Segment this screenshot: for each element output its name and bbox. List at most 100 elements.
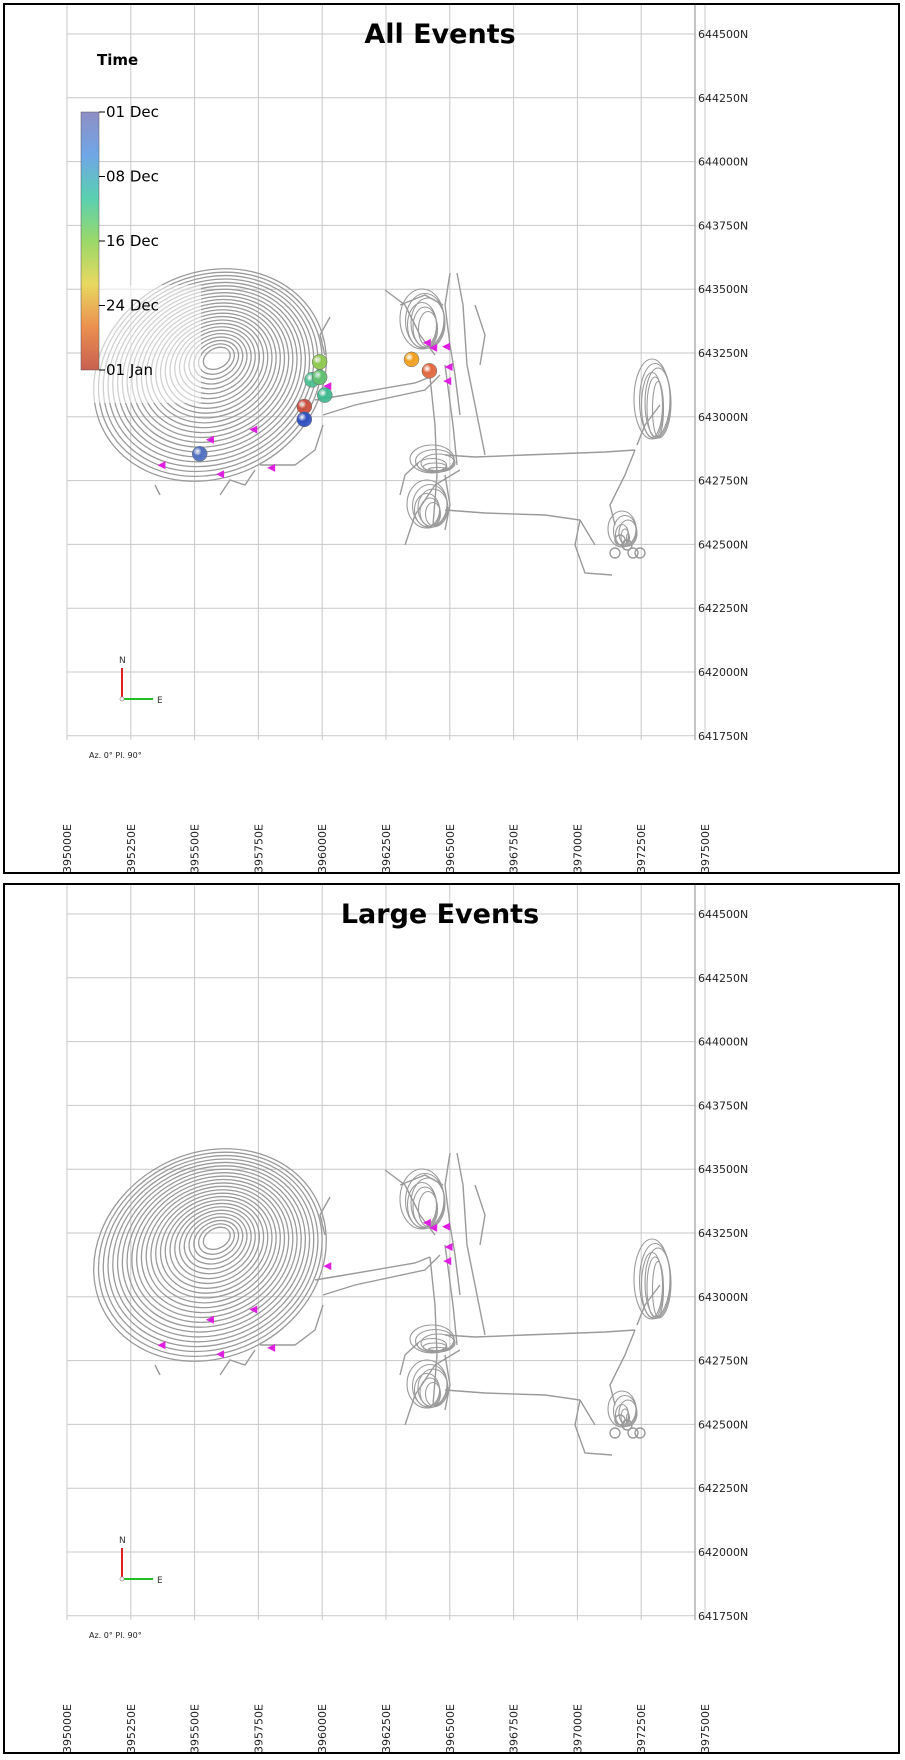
northing-label: 642500N: [698, 538, 748, 551]
northing-label: 644250N: [698, 92, 748, 105]
underground-drive: [574, 1399, 613, 1456]
station-marker: [249, 1305, 258, 1314]
station-marker: [441, 1222, 450, 1231]
underground-drive: [322, 374, 441, 416]
stope-zone: [644, 1247, 672, 1319]
pit-bench: [140, 1182, 286, 1314]
stope-zone: [422, 462, 448, 472]
colorbar-tick-label: 08 Dec: [106, 168, 159, 186]
underground-drive: [314, 1256, 431, 1281]
pit-bench: [159, 1195, 269, 1294]
view-orientation: Az. 0° Pl. 90°: [89, 1631, 142, 1640]
easting-label: 395500E: [189, 824, 202, 873]
pit-bench: [112, 1161, 311, 1343]
station-marker: [443, 1257, 452, 1266]
easting-label: 396000E: [316, 824, 329, 873]
event-sphere: [296, 411, 313, 428]
pit-bench: [183, 1213, 248, 1270]
pit-bench: [178, 1209, 252, 1275]
shaft-feature: [627, 1427, 639, 1439]
station-marker: [429, 1223, 438, 1232]
pit-bench: [202, 1226, 231, 1251]
pit-bench: [150, 1189, 277, 1304]
stope-zone: [651, 380, 665, 438]
pit-bench: [169, 1202, 261, 1285]
pit-bench: [193, 1219, 240, 1260]
shaft-feature: [627, 547, 639, 559]
legend-backdrop: [85, 285, 201, 403]
stope-zone: [618, 1399, 638, 1427]
event-sphere: [317, 387, 333, 403]
northing-label: 642000N: [698, 666, 748, 679]
pit-bench: [93, 1148, 327, 1362]
stope-zone: [420, 453, 456, 473]
open-pit: [93, 1148, 327, 1362]
colorbar-tick-label: 24 Dec: [106, 297, 159, 315]
underground-drive: [319, 1196, 331, 1236]
easting-label: 396500E: [444, 1704, 457, 1753]
station-marker: [157, 461, 166, 470]
station-marker: [205, 435, 214, 444]
station-marker: [267, 463, 276, 472]
map-grid: [66, 885, 706, 1620]
stope-zone: [410, 1177, 446, 1229]
axis-origin: [119, 1576, 125, 1582]
event-sphere: [421, 363, 438, 379]
plan-view-map: 644500N 644250N 644000N 643750N 643500N 64325…: [61, 5, 748, 873]
stope-zone: [410, 297, 446, 349]
pit-bench: [197, 1223, 235, 1255]
easting-label: 397000E: [571, 1704, 584, 1753]
station-marker: [323, 382, 332, 391]
station-marker: [422, 338, 431, 347]
underground-drive: [444, 1152, 461, 1296]
northing-label: 644250N: [698, 972, 748, 985]
pit-bench: [202, 346, 231, 371]
pit-bench: [174, 1206, 256, 1280]
northing-label: 643500N: [698, 1163, 748, 1176]
easting-label: 396750E: [508, 824, 521, 873]
north-label: N: [119, 656, 126, 666]
event-sphere: [403, 351, 420, 368]
underground-drive: [219, 469, 256, 496]
easting-label: 397250E: [635, 1704, 648, 1753]
shaft-feature: [621, 1419, 633, 1431]
easting-label: 395250E: [125, 1704, 138, 1753]
stope-zone: [416, 1337, 448, 1353]
stope-zone: [427, 466, 449, 472]
easting-label: 396250E: [380, 824, 393, 873]
event-sphere: [191, 446, 208, 462]
shaft-feature: [609, 547, 621, 559]
underground-drive: [322, 1254, 441, 1296]
station-marker: [444, 363, 453, 372]
stope-zone: [420, 1333, 456, 1353]
northing-label: 642500N: [698, 1418, 748, 1431]
underground-drive: [456, 272, 486, 456]
mine-workings: [93, 1148, 672, 1456]
east-label: E: [157, 1576, 163, 1586]
easting-label: 397500E: [699, 824, 712, 873]
east-label: E: [157, 696, 163, 706]
axis-origin: [119, 696, 125, 702]
pit-bench: [97, 1151, 323, 1358]
easting-label: 397500E: [699, 1704, 712, 1753]
pit-bench: [93, 268, 327, 482]
northing-label: 641750N: [698, 730, 748, 743]
legend-title: Time: [97, 51, 138, 69]
shaft-feature: [621, 539, 633, 551]
stope-zone: [625, 532, 631, 546]
underground-drive: [154, 1364, 161, 1376]
northing-label: 642000N: [698, 1546, 748, 1559]
pit-bench: [136, 1178, 290, 1319]
stope-zone: [618, 519, 638, 547]
stope-zone: [419, 497, 441, 527]
northing-label: 643000N: [698, 1291, 748, 1304]
stope-zone: [417, 488, 449, 528]
stope-zone: [417, 1368, 449, 1408]
stope-zone: [406, 301, 438, 349]
stope-zone: [422, 1342, 448, 1352]
station-marker: [216, 470, 225, 479]
panel-title: Large Events: [341, 899, 539, 930]
station-marker: [267, 1343, 276, 1352]
stope-zone: [644, 367, 672, 439]
station-marker: [443, 377, 452, 386]
